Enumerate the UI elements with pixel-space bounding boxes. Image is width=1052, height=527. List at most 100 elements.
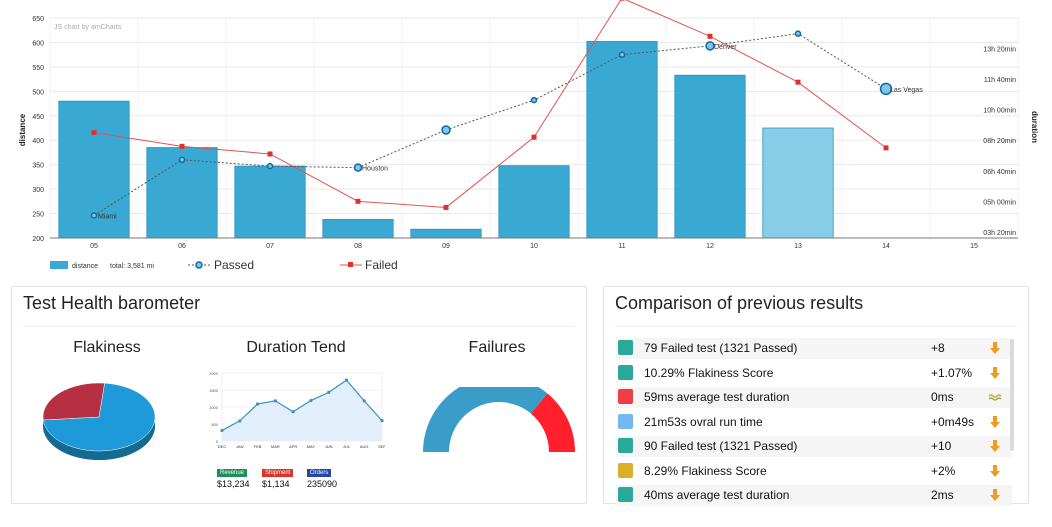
area-y-tick: 500 xyxy=(211,422,218,427)
comparison-row[interactable]: 10.29% Flakiness Score +1.07% xyxy=(616,363,1012,384)
area-x-tick: AUG xyxy=(360,444,369,449)
comparison-delta: +2% xyxy=(931,463,956,478)
comparison-row[interactable]: 8.29% Flakiness Score +2% xyxy=(616,461,1012,482)
area-y-tick: 0 xyxy=(216,439,219,444)
duration-point[interactable] xyxy=(273,399,277,403)
comparison-label: 21m53s ovral run time xyxy=(644,414,763,429)
legend-value-orders: 235090 xyxy=(307,479,338,489)
arrow-down-icon xyxy=(990,342,1000,354)
passed-point[interactable] xyxy=(90,212,98,219)
distance-bar[interactable] xyxy=(586,41,658,239)
passed-point[interactable] xyxy=(178,156,186,164)
duration-trend-chart: 0 500 1000 1500 2000 DEC JAN FEB MAR APR MAY JUN JUL… xyxy=(209,371,385,449)
pie-slice-flaky[interactable] xyxy=(42,382,105,421)
distance-bar[interactable] xyxy=(762,127,834,239)
chart-watermark: JS chart by amCharts xyxy=(54,24,122,31)
duration-point[interactable] xyxy=(238,419,242,423)
comparison-row[interactable]: 21m53s ovral run time +0m49s xyxy=(616,412,1012,433)
legend-distance-swatch[interactable] xyxy=(50,261,68,269)
distance-bar[interactable] xyxy=(498,165,570,239)
distance-bar[interactable] xyxy=(322,219,394,239)
legend-chip-shipment: Shipment xyxy=(262,469,294,477)
failed-point[interactable] xyxy=(179,143,185,149)
city-label: Houston xyxy=(362,166,388,173)
y-right-tick-label: 06h 40min xyxy=(983,169,1016,176)
comparison-row[interactable]: 79 Failed test (1321 Passed) +8 xyxy=(616,338,1012,359)
y-left-tick-label: 300 xyxy=(32,187,44,194)
area-x-tick: MAR xyxy=(271,444,280,449)
comparison-label: 8.29% Flakiness Score xyxy=(644,463,767,478)
comparison-scrollbar[interactable] xyxy=(1010,339,1014,451)
passed-point[interactable] xyxy=(705,41,715,51)
arrow-down-icon xyxy=(990,489,1000,501)
city-label: Denver xyxy=(714,44,737,51)
distance-bar[interactable] xyxy=(410,228,482,239)
comparison-row[interactable]: 90 Failed test (1321 Passed) +10 xyxy=(616,436,1012,457)
comparison-delta: +8 xyxy=(931,341,945,355)
status-swatch xyxy=(618,364,633,380)
legend-chip-revenue: Revenue xyxy=(217,469,248,477)
failed-point[interactable] xyxy=(883,145,889,151)
y-left-tick-label: 250 xyxy=(32,212,44,219)
passed-point[interactable] xyxy=(353,163,363,172)
area-x-tick: SEP xyxy=(378,444,385,449)
flakiness-title: Flakiness xyxy=(73,339,141,356)
duration-point[interactable] xyxy=(362,399,366,403)
distance-bar[interactable] xyxy=(234,165,306,239)
y-right-tick-label: 08h 20min xyxy=(983,138,1016,145)
comparison-row[interactable]: 59ms average test duration 0ms xyxy=(616,387,1012,408)
gauge-value-arc[interactable] xyxy=(530,393,575,452)
duration-point[interactable] xyxy=(255,402,260,406)
panel-divider xyxy=(615,326,1017,327)
duration-point[interactable] xyxy=(344,378,349,382)
passed-point[interactable] xyxy=(266,162,274,170)
legend-failed-marker xyxy=(348,262,353,267)
x-tick-label: 11 xyxy=(618,243,625,250)
comparison-row[interactable]: 40ms average test duration 2ms xyxy=(616,485,1012,506)
x-tick-label: 12 xyxy=(706,243,714,250)
comparison-label: 40ms average test duration xyxy=(644,488,790,502)
duration-point[interactable] xyxy=(291,410,295,414)
duration-point[interactable] xyxy=(327,390,331,394)
failed-point[interactable] xyxy=(619,0,625,1)
status-swatch xyxy=(618,389,633,404)
comparison-label: 10.29% Flakiness Score xyxy=(644,365,774,380)
failed-point[interactable] xyxy=(91,130,97,136)
status-swatch xyxy=(618,340,633,355)
y-right-tick-label: 11h 40min xyxy=(984,77,1016,84)
failed-point[interactable] xyxy=(267,151,273,157)
passed-point[interactable] xyxy=(530,96,538,104)
failures-gauge xyxy=(423,387,575,452)
legend-passed-label: Passed xyxy=(214,258,254,272)
failed-point[interactable] xyxy=(707,33,713,39)
passed-point[interactable] xyxy=(879,82,893,96)
distance-bar[interactable] xyxy=(674,74,746,239)
failed-point[interactable] xyxy=(795,79,801,85)
gauge-base-arc xyxy=(423,387,548,452)
area-x-tick: JAN xyxy=(236,444,244,449)
x-tick-label: 08 xyxy=(354,243,362,250)
y-axis-left-label: distance xyxy=(18,113,27,146)
passed-point[interactable] xyxy=(618,51,626,58)
y-left-tick-label: 450 xyxy=(32,114,44,121)
comparison-label: 59ms average test duration xyxy=(644,390,790,404)
comparison-delta: +1.07% xyxy=(931,365,973,380)
y-left-tick-label: 500 xyxy=(32,89,44,96)
duration-point[interactable] xyxy=(309,398,313,403)
duration-point[interactable] xyxy=(220,428,224,433)
passed-point[interactable] xyxy=(441,125,451,135)
duration-point[interactable] xyxy=(380,419,384,423)
failed-point[interactable] xyxy=(443,204,449,210)
y-axis-right-label: duration xyxy=(1030,111,1039,143)
test-health-title: Test Health barometer xyxy=(23,293,201,313)
comparison-label: 79 Failed test (1321 Passed) xyxy=(644,341,798,355)
passed-point[interactable] xyxy=(794,30,802,37)
failed-point[interactable] xyxy=(531,134,537,140)
comparison-delta: 0ms xyxy=(931,390,954,404)
comparison-title: Comparison of previous results xyxy=(615,293,864,313)
city-label: Las Vegas xyxy=(890,87,923,94)
failed-point[interactable] xyxy=(355,198,361,204)
x-tick-label: 05 xyxy=(90,243,98,250)
comparison-delta: +0m49s xyxy=(931,414,975,429)
y-left-tick-label: 350 xyxy=(32,163,44,170)
